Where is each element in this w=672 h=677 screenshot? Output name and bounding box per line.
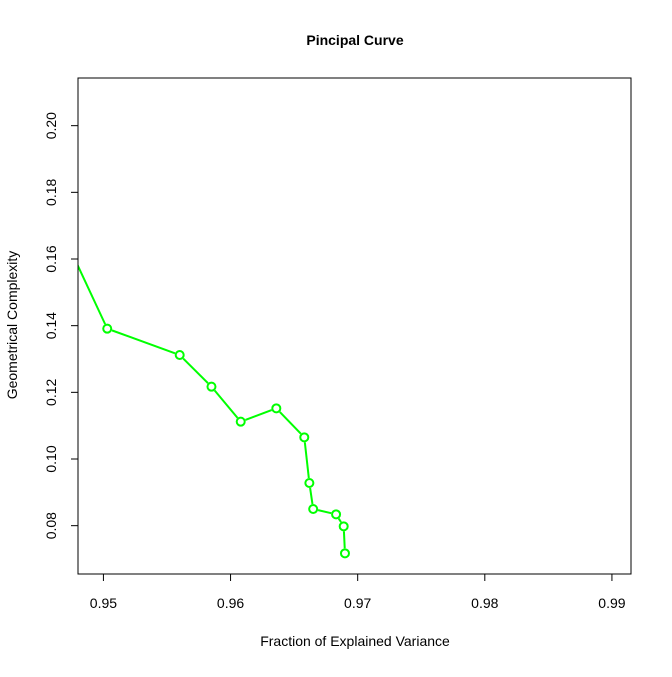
y-tick-label: 0.12 [43,378,59,405]
data-point-marker [339,548,350,559]
series-segment [342,531,346,549]
data-point-marker [338,521,349,532]
x-tick-label: 0.96 [217,595,244,611]
data-point-marker [331,509,342,520]
y-tick-label: 0.16 [43,245,59,272]
plot-frame [77,77,632,575]
y-tick-label: 0.20 [43,112,59,139]
x-tick-label: 0.98 [471,595,498,611]
x-axis-label: Fraction of Explained Variance [260,633,450,649]
series-segment [337,518,342,523]
series-group [52,216,350,559]
series-segment [309,487,314,505]
y-tick-label: 0.10 [43,445,59,472]
y-axis: 0.08 0.10 0.12 0.14 0.16 0.18 0.20 [43,112,79,539]
y-tick-label: 0.14 [43,312,59,339]
series-segment [279,411,302,435]
series-segment [317,509,332,515]
x-tick-label: 0.99 [598,595,625,611]
data-point-marker [174,350,185,360]
data-point-marker [52,216,60,224]
y-axis-label: Geometrical Complexity [4,251,20,400]
data-point-marker [235,416,246,427]
series-segment [213,389,239,419]
x-axis: 0.95 0.96 0.97 0.98 0.99 [90,573,626,611]
series-segment [111,329,176,355]
data-point-marker [271,403,282,414]
series-segment [182,357,209,384]
data-point-marker [299,432,310,443]
series-segment [78,263,107,325]
data-point-marker [304,478,315,488]
y-tick-label: 0.08 [43,512,59,539]
data-point-marker [206,381,217,392]
x-tick-label: 0.95 [90,595,117,611]
y-tick-label: 0.18 [43,178,59,205]
data-point-marker [308,504,319,514]
series-segment [245,409,272,421]
series-segment [303,442,310,479]
chart-title: Pincipal Curve [306,32,403,48]
x-tick-label: 0.97 [344,595,371,611]
data-point-marker [102,323,113,334]
